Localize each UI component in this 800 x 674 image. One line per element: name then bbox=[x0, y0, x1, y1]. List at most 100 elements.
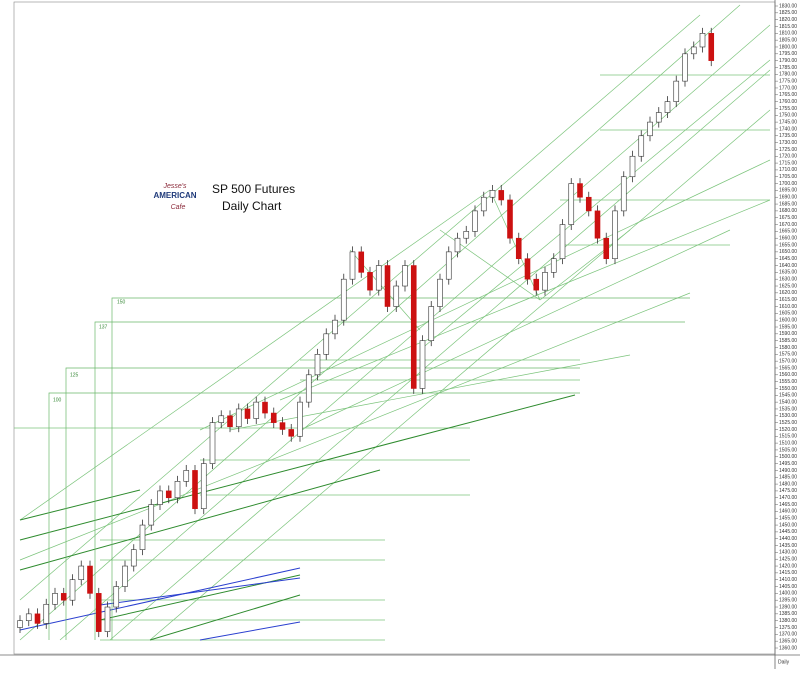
y-tick-label: 1690.00 bbox=[779, 195, 797, 201]
candle-body bbox=[384, 265, 391, 307]
candle-body bbox=[489, 190, 496, 198]
logo-text: Cafe bbox=[171, 204, 186, 211]
candle-body bbox=[690, 46, 697, 55]
y-tick-label: 1705.00 bbox=[779, 174, 797, 180]
y-tick-label: 1665.00 bbox=[779, 229, 797, 235]
candle-body bbox=[270, 412, 277, 423]
y-tick-label: 1725.00 bbox=[779, 147, 797, 153]
candle-body bbox=[655, 112, 662, 123]
candle-body bbox=[122, 565, 128, 587]
y-tick-label: 1505.00 bbox=[779, 447, 797, 453]
candle-body bbox=[69, 579, 76, 601]
y-tick-label: 1655.00 bbox=[779, 242, 797, 248]
box-label: 150 bbox=[117, 299, 126, 305]
y-tick-label: 1500.00 bbox=[779, 454, 797, 460]
y-tick-label: 1645.00 bbox=[779, 256, 797, 262]
y-tick-label: 1770.00 bbox=[779, 85, 797, 91]
y-tick-label: 1475.00 bbox=[779, 488, 797, 494]
y-tick-label: 1470.00 bbox=[779, 495, 797, 501]
y-tick-label: 1595.00 bbox=[779, 324, 797, 330]
trend-line bbox=[99, 577, 301, 606]
y-tick-label: 1495.00 bbox=[779, 461, 797, 467]
y-tick-label: 1510.00 bbox=[779, 440, 797, 446]
y-tick-label: 1775.00 bbox=[779, 78, 797, 84]
candle-body bbox=[463, 231, 470, 239]
box-label: 137 bbox=[99, 324, 108, 330]
candle-body bbox=[297, 401, 303, 437]
y-tick-label: 1410.00 bbox=[779, 577, 797, 583]
y-tick-label: 1390.00 bbox=[779, 604, 797, 610]
y-tick-label: 1715.00 bbox=[779, 160, 797, 166]
candle-body bbox=[17, 620, 23, 628]
logo-text: Jesse's bbox=[162, 183, 187, 190]
y-tick-label: 1675.00 bbox=[779, 215, 797, 221]
trend-line bbox=[149, 109, 771, 641]
candle-body bbox=[498, 190, 505, 201]
y-tick-label: 1785.00 bbox=[779, 65, 797, 71]
candle-body bbox=[629, 155, 636, 178]
y-tick-label: 1635.00 bbox=[779, 270, 797, 276]
y-tick-label: 1755.00 bbox=[779, 106, 797, 112]
candle-body bbox=[480, 196, 487, 212]
candle-body bbox=[419, 340, 426, 389]
box-label: 125 bbox=[70, 372, 79, 378]
y-tick-label: 1560.00 bbox=[779, 372, 797, 378]
y-tick-label: 1545.00 bbox=[779, 393, 797, 399]
y-tick-label: 1810.00 bbox=[779, 31, 797, 37]
candle-body bbox=[673, 80, 680, 102]
candle-body bbox=[104, 606, 111, 632]
candle-body bbox=[612, 210, 618, 260]
y-tick-label: 1425.00 bbox=[779, 557, 797, 563]
y-tick-label: 1365.00 bbox=[779, 638, 797, 644]
y-tick-label: 1385.00 bbox=[779, 611, 797, 617]
trend-line bbox=[419, 59, 771, 351]
candle-body bbox=[183, 470, 190, 482]
y-tick-label: 1460.00 bbox=[779, 509, 797, 515]
y-tick-label: 1660.00 bbox=[779, 236, 797, 242]
y-tick-label: 1565.00 bbox=[779, 365, 797, 371]
trend-line bbox=[19, 567, 301, 631]
candle-body bbox=[349, 251, 356, 280]
y-tick-label: 1530.00 bbox=[779, 413, 797, 419]
y-tick-label: 1695.00 bbox=[779, 188, 797, 194]
candle-body bbox=[375, 265, 382, 291]
trend-line bbox=[19, 189, 491, 521]
candle-body bbox=[340, 278, 347, 321]
y-tick-label: 1730.00 bbox=[779, 140, 797, 146]
candle-body bbox=[165, 490, 172, 499]
y-tick-label: 1360.00 bbox=[779, 645, 797, 651]
y-tick-label: 1370.00 bbox=[779, 632, 797, 638]
candle-body bbox=[95, 593, 102, 632]
candle-body bbox=[130, 549, 137, 567]
y-tick-label: 1555.00 bbox=[779, 379, 797, 385]
y-tick-label: 1395.00 bbox=[779, 598, 797, 604]
candle-body bbox=[367, 272, 373, 291]
trend-line bbox=[279, 199, 771, 401]
candle-body bbox=[699, 33, 706, 48]
candle-body bbox=[708, 33, 715, 61]
trend-line bbox=[229, 354, 631, 431]
timeframe-label: Daily bbox=[778, 659, 790, 665]
trend-line bbox=[19, 489, 141, 521]
y-tick-label: 1480.00 bbox=[779, 481, 797, 487]
y-tick-label: 1720.00 bbox=[779, 154, 797, 160]
candle-body bbox=[305, 374, 312, 403]
y-tick-label: 1805.00 bbox=[779, 37, 797, 43]
candle-body bbox=[288, 429, 295, 437]
candle-body bbox=[472, 210, 478, 232]
y-tick-label: 1590.00 bbox=[779, 331, 797, 337]
y-tick-label: 1795.00 bbox=[779, 51, 797, 57]
candle-body bbox=[323, 333, 330, 355]
y-tick-label: 1620.00 bbox=[779, 290, 797, 296]
trend-line bbox=[299, 229, 731, 431]
y-tick-label: 1580.00 bbox=[779, 345, 797, 351]
box-frame bbox=[111, 297, 690, 640]
candle-body bbox=[262, 401, 268, 414]
candle-body bbox=[507, 199, 513, 239]
candle-body bbox=[43, 603, 50, 624]
y-tick-label: 1400.00 bbox=[779, 591, 797, 597]
trend-line bbox=[19, 292, 691, 561]
candle-body bbox=[559, 224, 566, 260]
